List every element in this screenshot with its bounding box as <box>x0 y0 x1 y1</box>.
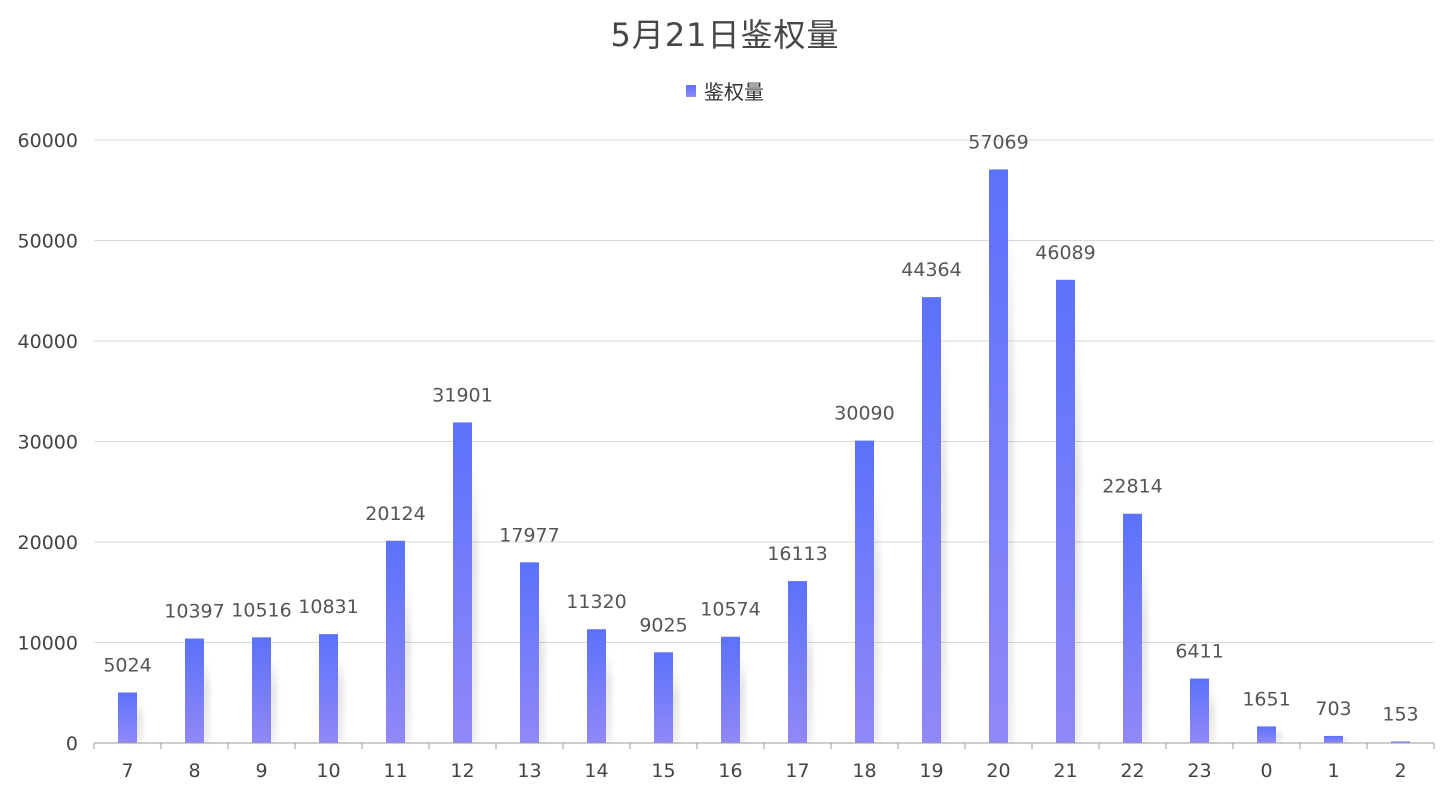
chart-title: 5月21日鉴权量 <box>610 16 840 54</box>
bar[interactable] <box>252 637 271 743</box>
y-tick-label: 60000 <box>18 130 78 152</box>
x-tick-label: 21 <box>1053 760 1077 782</box>
x-tick-label: 14 <box>584 760 608 782</box>
data-label: 46089 <box>1035 242 1095 264</box>
data-label: 16113 <box>767 543 827 565</box>
data-label: 10397 <box>164 601 224 623</box>
x-tick-label: 9 <box>255 760 267 782</box>
data-label: 10831 <box>298 596 358 618</box>
data-label: 20124 <box>365 503 425 525</box>
data-label: 6411 <box>1175 641 1223 663</box>
data-labels: 5024 10397 10516 10831 20124 31901 17977 11320 9… <box>103 131 1418 725</box>
bar[interactable] <box>989 169 1008 743</box>
x-tick-label: 0 <box>1260 760 1272 782</box>
y-tick-label: 0 <box>66 733 78 755</box>
bars <box>118 169 1410 743</box>
x-tick-label: 19 <box>919 760 943 782</box>
bar[interactable] <box>1123 513 1142 743</box>
y-tick-label: 10000 <box>18 633 78 655</box>
x-tick-label: 12 <box>450 760 474 782</box>
x-tick-label: 11 <box>383 760 407 782</box>
x-tick-label: 7 <box>121 760 133 782</box>
data-label: 1651 <box>1242 688 1290 710</box>
bar[interactable] <box>587 629 606 743</box>
x-tick-label: 15 <box>651 760 675 782</box>
data-label: 57069 <box>968 131 1028 153</box>
grid-lines <box>94 139 1434 643</box>
y-tick-label: 30000 <box>18 432 78 454</box>
data-label: 153 <box>1382 703 1418 725</box>
bar[interactable] <box>319 634 338 743</box>
y-tick-label: 20000 <box>18 532 78 554</box>
data-label: 703 <box>1315 698 1351 720</box>
data-label: 10574 <box>700 599 760 621</box>
x-tick-label: 13 <box>517 760 541 782</box>
bar[interactable] <box>654 652 673 743</box>
y-tick-label: 50000 <box>18 231 78 253</box>
bar[interactable] <box>1324 735 1343 743</box>
x-tick-label: 1 <box>1327 760 1339 782</box>
legend-swatch-icon <box>686 84 696 97</box>
x-tick-label: 16 <box>718 760 742 782</box>
data-label: 44364 <box>901 259 961 281</box>
bar[interactable] <box>1257 726 1276 743</box>
bar[interactable] <box>721 636 740 743</box>
bar[interactable] <box>520 562 539 743</box>
data-label: 30090 <box>834 403 894 425</box>
bar[interactable] <box>855 440 874 743</box>
x-tick-label: 22 <box>1120 760 1144 782</box>
bar[interactable] <box>185 638 204 743</box>
y-tick-label: 40000 <box>18 331 78 353</box>
data-label: 9025 <box>639 614 687 636</box>
bar[interactable] <box>1190 678 1209 743</box>
x-tick-label: 18 <box>852 760 876 782</box>
legend-label: 鉴权量 <box>704 80 764 104</box>
bar[interactable] <box>922 297 941 743</box>
data-label: 22814 <box>1102 476 1162 498</box>
bar[interactable] <box>788 581 807 743</box>
data-label: 5024 <box>103 655 151 677</box>
x-tick-label: 2 <box>1394 760 1406 782</box>
bar[interactable] <box>1391 741 1410 743</box>
x-tick-label: 17 <box>785 760 809 782</box>
legend[interactable]: 鉴权量 <box>0 76 1450 105</box>
data-label: 17977 <box>499 524 559 546</box>
data-label: 10516 <box>231 599 291 621</box>
bar-shadows <box>124 209 1416 743</box>
bar[interactable] <box>118 692 137 743</box>
bar[interactable] <box>386 540 405 743</box>
bar[interactable] <box>1056 279 1075 743</box>
x-tick-label: 10 <box>316 760 340 782</box>
x-tick-label: 8 <box>188 760 200 782</box>
data-label: 31901 <box>432 384 492 406</box>
bar[interactable] <box>453 422 472 743</box>
x-tick-label: 20 <box>986 760 1010 782</box>
data-label: 11320 <box>566 591 626 613</box>
x-tick-label: 23 <box>1187 760 1211 782</box>
